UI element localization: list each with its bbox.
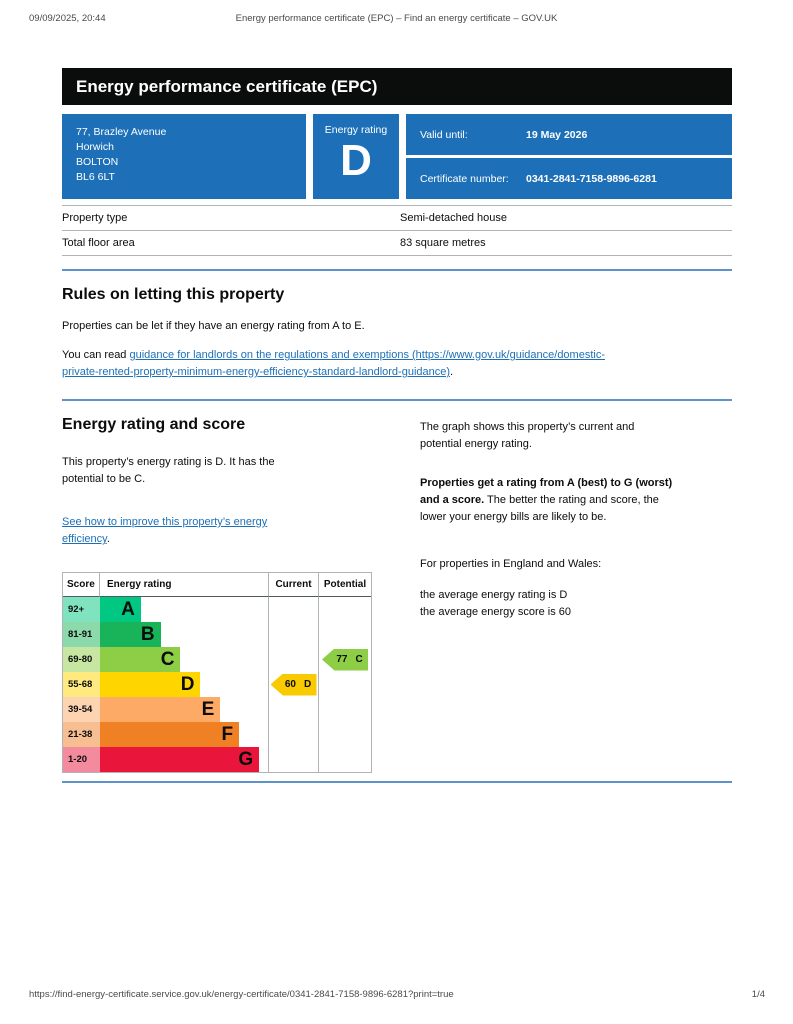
potential-column-cell bbox=[319, 722, 371, 747]
print-header: 09/09/2025, 20:44 Energy performance cer… bbox=[0, 13, 793, 24]
rating-right-column: The graph shows this property’s current … bbox=[420, 416, 732, 773]
energy-rating-box: Energy rating D bbox=[313, 114, 399, 199]
valid-until-box: Valid until: 19 May 2026 bbox=[406, 114, 732, 155]
table-row: Total floor area 83 square metres bbox=[62, 231, 732, 256]
band-row-f: F bbox=[100, 722, 269, 747]
band-bar-b: B bbox=[100, 622, 161, 647]
table-row: Property type Semi-detached house bbox=[62, 206, 732, 231]
current-column-cell bbox=[269, 722, 319, 747]
epc-chart-grid: Score Energy rating Current Potential 92+ A 81… bbox=[63, 573, 371, 772]
band-bar-f: F bbox=[100, 722, 240, 747]
certificate-number-box: Certificate number: 0341-2841-7158-9896-… bbox=[406, 158, 732, 199]
energy-rating-heading: Energy rating and score bbox=[62, 416, 246, 433]
rules-heading: Rules on letting this property bbox=[62, 286, 285, 303]
band-row-c: C bbox=[100, 647, 269, 672]
property-address: 77, Brazley Avenue Horwich BOLTON BL6 6L… bbox=[62, 114, 306, 199]
certificate-number-label: Certificate number: bbox=[420, 172, 509, 185]
current-column-cell bbox=[269, 647, 319, 672]
rating-left-column: Energy rating and score This property’s … bbox=[62, 416, 372, 773]
band-row-g: G bbox=[100, 747, 269, 772]
band-row-b: B bbox=[100, 622, 269, 647]
floor-area-value: 83 square metres bbox=[400, 237, 486, 249]
print-url: https://find-energy-certificate.service.… bbox=[29, 989, 454, 1000]
current-column-cell bbox=[269, 747, 319, 772]
band-bar-d: D bbox=[100, 672, 201, 697]
potential-band-letter: C bbox=[355, 654, 363, 665]
link-suffix-text: . bbox=[106, 533, 110, 545]
rating-explanation-rest: The better the rating and score, the low… bbox=[420, 494, 659, 523]
chart-header-potential: Potential bbox=[319, 573, 371, 597]
potential-column-cell bbox=[319, 622, 371, 647]
certificate-summary: 77, Brazley Avenue Horwich BOLTON BL6 6L… bbox=[62, 114, 732, 199]
rating-explanation-paragraph: Properties get a rating from A (best) to… bbox=[420, 475, 732, 526]
band-row-d: D bbox=[100, 672, 269, 697]
property-type-label: Property type bbox=[62, 212, 128, 224]
current-column-cell bbox=[269, 697, 319, 722]
energy-rating-label: Energy rating bbox=[324, 124, 388, 136]
chart-header-score: Score bbox=[63, 573, 100, 597]
average-rating-paragraph: the average energy rating is D the avera… bbox=[420, 589, 572, 618]
energy-rating-value: D bbox=[340, 136, 372, 185]
page-number: 1/4 bbox=[751, 989, 765, 1000]
band-score-a: 92+ bbox=[63, 597, 100, 622]
potential-rating-arrow: 77 C bbox=[322, 648, 368, 671]
certificate-banner: Energy performance certificate (EPC) bbox=[62, 68, 732, 105]
potential-score: 77 bbox=[336, 654, 348, 665]
band-row-a: A bbox=[100, 597, 269, 622]
graph-description-paragraph: The graph shows this property’s current … bbox=[420, 421, 635, 450]
epc-rating-chart: Score Energy rating Current Potential 92+ A 81… bbox=[62, 572, 372, 773]
rating-summary-paragraph: This property’s energy rating is D. It h… bbox=[62, 456, 275, 485]
section-divider bbox=[62, 269, 732, 271]
chart-header-rating: Energy rating bbox=[100, 573, 269, 597]
current-band-letter: D bbox=[303, 679, 312, 690]
print-footer: https://find-energy-certificate.service.… bbox=[29, 989, 765, 1000]
print-datetime: 09/09/2025, 20:44 bbox=[29, 13, 106, 24]
current-column-cell bbox=[269, 622, 319, 647]
band-score-c: 69-80 bbox=[63, 647, 100, 672]
floor-area-label: Total floor area bbox=[62, 237, 135, 249]
energy-rating-section: Energy rating and score This property’s … bbox=[62, 416, 732, 773]
band-bar-a: A bbox=[100, 597, 141, 622]
landlord-guidance-link[interactable]: guidance for landlords on the regulation… bbox=[62, 349, 605, 378]
potential-column-cell bbox=[319, 747, 371, 772]
england-wales-paragraph: For properties in England and Wales: bbox=[420, 558, 602, 570]
potential-column-cell bbox=[319, 672, 371, 697]
validity-boxes: Valid until: 19 May 2026 Certificate num… bbox=[406, 114, 732, 199]
band-score-e: 39-54 bbox=[63, 697, 100, 722]
current-column-cell: 60 D bbox=[269, 672, 319, 697]
landlord-guidance-paragraph: You can read guidance for landlords on t… bbox=[62, 347, 732, 381]
valid-until-value: 19 May 2026 bbox=[526, 128, 588, 141]
current-column-cell bbox=[269, 597, 319, 622]
section-divider bbox=[62, 781, 732, 783]
chart-header-current: Current bbox=[269, 573, 319, 597]
print-page-title: Energy performance certificate (EPC) – F… bbox=[235, 13, 558, 24]
band-score-g: 1-20 bbox=[63, 747, 100, 772]
rules-paragraph: Properties can be let if they have an en… bbox=[62, 320, 365, 332]
improve-efficiency-link[interactable]: See how to improve this property’s energ… bbox=[62, 516, 268, 545]
improve-efficiency-paragraph: See how to improve this property’s energ… bbox=[62, 514, 372, 548]
link-prefix-text: You can read bbox=[62, 349, 130, 361]
band-score-d: 55-68 bbox=[63, 672, 100, 697]
potential-column-cell bbox=[319, 697, 371, 722]
band-bar-c: C bbox=[100, 647, 181, 672]
band-bar-g: G bbox=[100, 747, 260, 772]
property-type-value: Semi-detached house bbox=[400, 212, 508, 224]
certificate-number-value: 0341-2841-7158-9896-6281 bbox=[526, 172, 657, 185]
current-rating-arrow: 60 D bbox=[270, 673, 317, 696]
valid-until-label: Valid until: bbox=[420, 128, 468, 141]
certificate-page: Energy performance certificate (EPC) 77,… bbox=[62, 0, 732, 783]
potential-column-cell bbox=[319, 597, 371, 622]
link-suffix-text: . bbox=[450, 366, 454, 378]
current-score: 60 bbox=[284, 679, 296, 690]
section-divider bbox=[62, 399, 732, 401]
property-facts-table: Property type Semi-detached house Total … bbox=[62, 205, 732, 256]
band-row-e: E bbox=[100, 697, 269, 722]
band-bar-e: E bbox=[100, 697, 221, 722]
band-score-f: 21-38 bbox=[63, 722, 100, 747]
band-score-b: 81-91 bbox=[63, 622, 100, 647]
potential-column-cell: 77 C bbox=[319, 647, 371, 672]
rating-explanation-bold: Properties get a rating from A (best) to… bbox=[420, 477, 673, 506]
